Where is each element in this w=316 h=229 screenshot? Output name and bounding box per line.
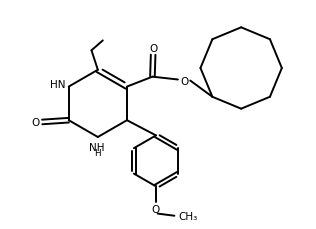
Text: NH: NH — [89, 142, 105, 152]
Text: H: H — [94, 149, 100, 158]
Text: O: O — [149, 44, 157, 53]
Text: CH₃: CH₃ — [178, 212, 198, 221]
Text: O: O — [32, 117, 40, 127]
Text: O: O — [180, 76, 189, 86]
Text: O: O — [152, 204, 160, 214]
Text: HN: HN — [50, 80, 65, 90]
